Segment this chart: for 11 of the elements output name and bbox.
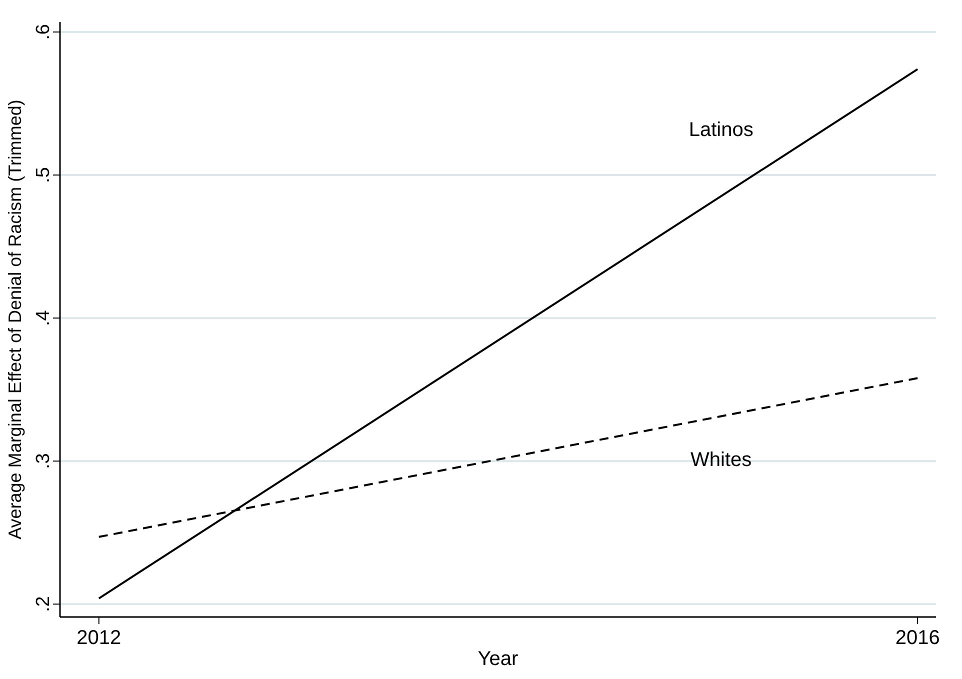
y-tick-label: .6 bbox=[33, 24, 54, 40]
series-label: Whites bbox=[690, 449, 752, 472]
x-axis-title: Year bbox=[478, 648, 519, 670]
x-tick-label: 2016 bbox=[895, 627, 940, 649]
y-axis-title: Average Marginal Effect of Denial of Racism (Trimmed) bbox=[5, 100, 25, 540]
series-label: Latinos bbox=[688, 119, 754, 142]
y-tick-label: .4 bbox=[33, 310, 54, 326]
x-tick-label: 2012 bbox=[76, 627, 122, 649]
y-tick-label: .2 bbox=[33, 596, 54, 612]
y-tick-label: .5 bbox=[33, 167, 54, 183]
y-tick-label: .3 bbox=[33, 453, 54, 470]
